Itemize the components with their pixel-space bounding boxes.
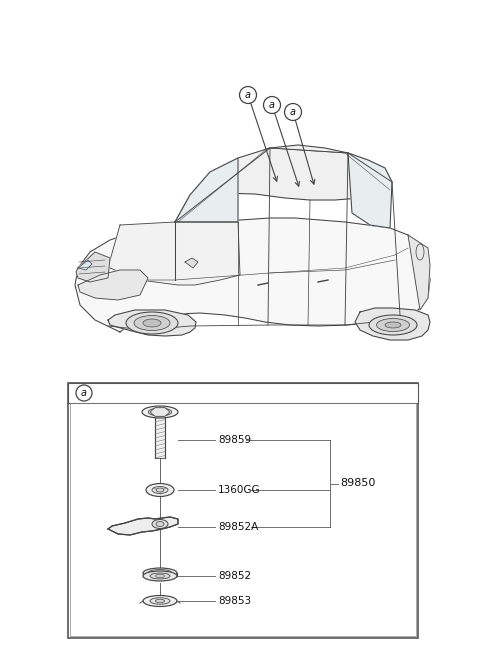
Text: 89852A: 89852A (218, 522, 258, 532)
Ellipse shape (156, 574, 165, 578)
Polygon shape (108, 310, 196, 336)
Ellipse shape (156, 599, 165, 603)
Bar (155, 418, 165, 458)
Ellipse shape (150, 573, 170, 579)
Ellipse shape (152, 487, 168, 493)
Ellipse shape (376, 319, 409, 331)
Text: a: a (245, 90, 251, 100)
Ellipse shape (143, 568, 177, 578)
Ellipse shape (156, 522, 164, 527)
Polygon shape (408, 235, 430, 310)
Text: 89853: 89853 (218, 596, 251, 606)
Ellipse shape (416, 244, 424, 260)
Polygon shape (78, 270, 148, 300)
Polygon shape (108, 517, 178, 535)
Circle shape (264, 96, 280, 113)
Ellipse shape (148, 408, 172, 416)
Ellipse shape (148, 569, 172, 577)
Bar (68, 383, 418, 403)
Text: a: a (290, 107, 296, 117)
Polygon shape (175, 145, 392, 222)
Ellipse shape (126, 312, 178, 334)
Ellipse shape (150, 598, 170, 604)
Polygon shape (185, 258, 198, 268)
Ellipse shape (152, 520, 168, 529)
Polygon shape (348, 153, 392, 228)
Ellipse shape (146, 483, 174, 497)
Text: a: a (269, 100, 275, 110)
Ellipse shape (143, 571, 177, 581)
Text: a: a (81, 388, 87, 398)
Bar (70, 403, 416, 636)
Text: 89852: 89852 (218, 571, 251, 581)
Circle shape (76, 385, 92, 401)
Bar (68, 383, 418, 638)
Polygon shape (175, 158, 238, 222)
Ellipse shape (156, 488, 164, 492)
Text: 1360GG: 1360GG (218, 485, 261, 495)
Polygon shape (355, 308, 430, 340)
Text: 89850: 89850 (340, 478, 375, 489)
Ellipse shape (142, 406, 178, 418)
Text: 89859: 89859 (218, 435, 251, 445)
Ellipse shape (385, 322, 401, 328)
Circle shape (240, 87, 256, 104)
Polygon shape (75, 218, 430, 332)
Polygon shape (76, 252, 110, 282)
Polygon shape (150, 407, 170, 417)
Polygon shape (78, 260, 92, 270)
Polygon shape (85, 222, 240, 285)
Ellipse shape (369, 315, 417, 335)
Ellipse shape (143, 596, 177, 607)
Ellipse shape (143, 319, 161, 327)
Circle shape (285, 104, 301, 121)
Ellipse shape (134, 316, 170, 331)
